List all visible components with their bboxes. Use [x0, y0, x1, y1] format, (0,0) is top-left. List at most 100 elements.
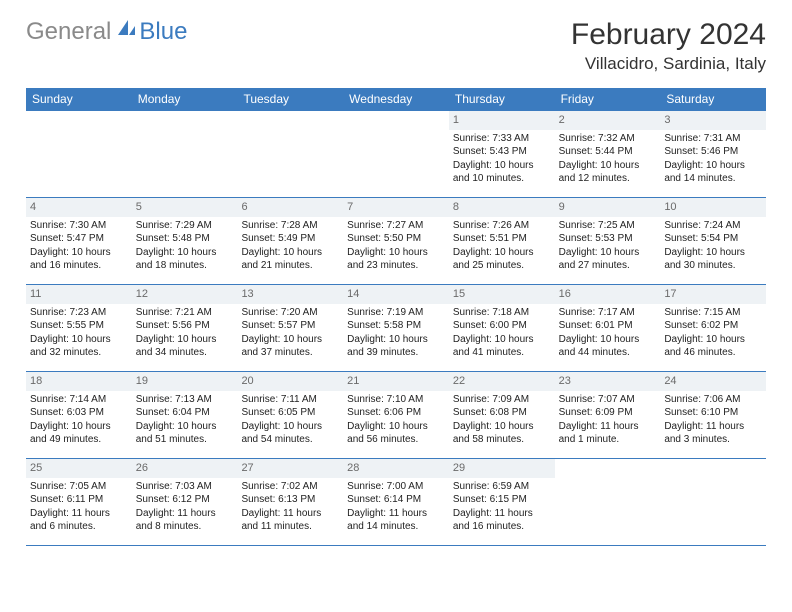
- day-number: 24: [664, 375, 676, 387]
- daylight-line-1: Daylight: 10 hours: [453, 420, 551, 434]
- day-cell: 2Sunrise: 7:32 AMSunset: 5:44 PMDaylight…: [555, 111, 661, 197]
- daylight-line-2: and 49 minutes.: [30, 433, 128, 447]
- day-number: 27: [241, 462, 253, 474]
- daylight-line-2: and 37 minutes.: [241, 346, 339, 360]
- day-number-band: 9: [555, 198, 661, 217]
- day-number-band: 13: [237, 285, 343, 304]
- sunrise-line: Sunrise: 7:06 AM: [664, 393, 762, 407]
- day-number: 6: [241, 201, 247, 213]
- daylight-line-2: and 11 minutes.: [241, 520, 339, 534]
- daylight-line-1: Daylight: 10 hours: [136, 333, 234, 347]
- day-cell: 13Sunrise: 7:20 AMSunset: 5:57 PMDayligh…: [237, 285, 343, 371]
- sunset-line: Sunset: 5:48 PM: [136, 232, 234, 246]
- sunset-line: Sunset: 5:54 PM: [664, 232, 762, 246]
- day-number: 28: [347, 462, 359, 474]
- day-cell: [26, 111, 132, 197]
- sunrise-line: Sunrise: 7:15 AM: [664, 306, 762, 320]
- daylight-line-1: Daylight: 11 hours: [453, 507, 551, 521]
- day-cell: 23Sunrise: 7:07 AMSunset: 6:09 PMDayligh…: [555, 372, 661, 458]
- day-number: 3: [664, 114, 670, 126]
- daylight-line-2: and 41 minutes.: [453, 346, 551, 360]
- daylight-line-2: and 27 minutes.: [559, 259, 657, 273]
- sunset-line: Sunset: 5:57 PM: [241, 319, 339, 333]
- daylight-line-2: and 39 minutes.: [347, 346, 445, 360]
- day-number: 26: [136, 462, 148, 474]
- daylight-line-1: Daylight: 10 hours: [30, 246, 128, 260]
- sunset-line: Sunset: 5:53 PM: [559, 232, 657, 246]
- daylight-line-1: Daylight: 10 hours: [664, 159, 762, 173]
- day-cell: 5Sunrise: 7:29 AMSunset: 5:48 PMDaylight…: [132, 198, 238, 284]
- day-number-band: 10: [660, 198, 766, 217]
- week-row: 25Sunrise: 7:05 AMSunset: 6:11 PMDayligh…: [26, 459, 766, 546]
- day-header: Monday: [132, 88, 238, 111]
- day-header: Saturday: [660, 88, 766, 111]
- day-cell: 7Sunrise: 7:27 AMSunset: 5:50 PMDaylight…: [343, 198, 449, 284]
- day-cell: 17Sunrise: 7:15 AMSunset: 6:02 PMDayligh…: [660, 285, 766, 371]
- day-cell: 22 Sunrise: 7:09 AMSunset: 6:08 PMDayligh…: [449, 372, 555, 458]
- sunset-line: Sunset: 5:56 PM: [136, 319, 234, 333]
- sunrise-line: Sunrise: 7:10 AM: [347, 393, 445, 407]
- day-number: 4: [30, 201, 36, 213]
- page-title: February 2024: [571, 18, 766, 52]
- day-number-band: 16: [555, 285, 661, 304]
- day-header: Tuesday: [237, 88, 343, 111]
- daylight-line-1: Daylight: 10 hours: [559, 333, 657, 347]
- sunrise-line: Sunrise: 7:30 AM: [30, 219, 128, 233]
- daylight-line-1: Daylight: 11 hours: [30, 507, 128, 521]
- daylight-line-2: and 16 minutes.: [453, 520, 551, 534]
- day-number-band: 7: [343, 198, 449, 217]
- sunset-line: Sunset: 6:15 PM: [453, 493, 551, 507]
- sunset-line: Sunset: 5:43 PM: [453, 145, 551, 159]
- day-cell: [237, 111, 343, 197]
- sunrise-line: Sunrise: 7:19 AM: [347, 306, 445, 320]
- day-number-band: 11: [26, 285, 132, 304]
- daylight-line-1: Daylight: 10 hours: [453, 159, 551, 173]
- sunset-line: Sunset: 6:13 PM: [241, 493, 339, 507]
- day-cell: [660, 459, 766, 545]
- sunset-line: Sunset: 6:05 PM: [241, 406, 339, 420]
- day-cell: 18Sunrise: 7:14 AMSunset: 6:03 PMDayligh…: [26, 372, 132, 458]
- day-number-band: 2: [555, 111, 661, 130]
- sunset-line: Sunset: 6:02 PM: [664, 319, 762, 333]
- sunrise-line: Sunrise: 7:29 AM: [136, 219, 234, 233]
- day-number: 22: [453, 375, 465, 387]
- location: Villacidro, Sardinia, Italy: [571, 54, 766, 74]
- day-cell: 3Sunrise: 7:31 AMSunset: 5:46 PMDaylight…: [660, 111, 766, 197]
- daylight-line-1: Daylight: 11 hours: [241, 507, 339, 521]
- sunrise-line: Sunrise: 7:27 AM: [347, 219, 445, 233]
- sunset-line: Sunset: 5:46 PM: [664, 145, 762, 159]
- daylight-line-2: and 10 minutes.: [453, 172, 551, 186]
- sunset-line: Sunset: 6:08 PM: [453, 406, 551, 420]
- sunset-line: Sunset: 6:11 PM: [30, 493, 128, 507]
- day-number-band: 21: [343, 372, 449, 391]
- day-number: 12: [136, 288, 148, 300]
- daylight-line-2: and 16 minutes.: [30, 259, 128, 273]
- sunrise-line: Sunrise: 7:21 AM: [136, 306, 234, 320]
- day-number: 9: [559, 201, 565, 213]
- sunset-line: Sunset: 6:03 PM: [30, 406, 128, 420]
- day-number: 2: [559, 114, 565, 126]
- day-cell: [343, 111, 449, 197]
- day-number-band: 27: [237, 459, 343, 478]
- sunrise-line: Sunrise: 7:26 AM: [453, 219, 551, 233]
- sunrise-line: Sunrise: 7:17 AM: [559, 306, 657, 320]
- sunrise-line: Sunrise: 7:09 AM: [453, 393, 551, 407]
- day-cell: 21Sunrise: 7:10 AMSunset: 6:06 PMDayligh…: [343, 372, 449, 458]
- day-number: 18: [30, 375, 42, 387]
- daylight-line-2: and 54 minutes.: [241, 433, 339, 447]
- daylight-line-2: and 44 minutes.: [559, 346, 657, 360]
- day-number: 17: [664, 288, 676, 300]
- daylight-line-1: Daylight: 10 hours: [559, 159, 657, 173]
- sunset-line: Sunset: 6:09 PM: [559, 406, 657, 420]
- sunrise-line: Sunrise: 7:25 AM: [559, 219, 657, 233]
- sunset-line: Sunset: 6:06 PM: [347, 406, 445, 420]
- sunset-line: Sunset: 5:49 PM: [241, 232, 339, 246]
- day-header: Sunday: [26, 88, 132, 111]
- sunrise-line: Sunrise: 7:02 AM: [241, 480, 339, 494]
- day-cell: 15Sunrise: 7:18 AMSunset: 6:00 PMDayligh…: [449, 285, 555, 371]
- daylight-line-2: and 58 minutes.: [453, 433, 551, 447]
- day-number: 20: [241, 375, 253, 387]
- day-number: 1: [453, 114, 459, 126]
- day-header-row: SundayMondayTuesdayWednesdayThursdayFrid…: [26, 88, 766, 111]
- sunset-line: Sunset: 5:55 PM: [30, 319, 128, 333]
